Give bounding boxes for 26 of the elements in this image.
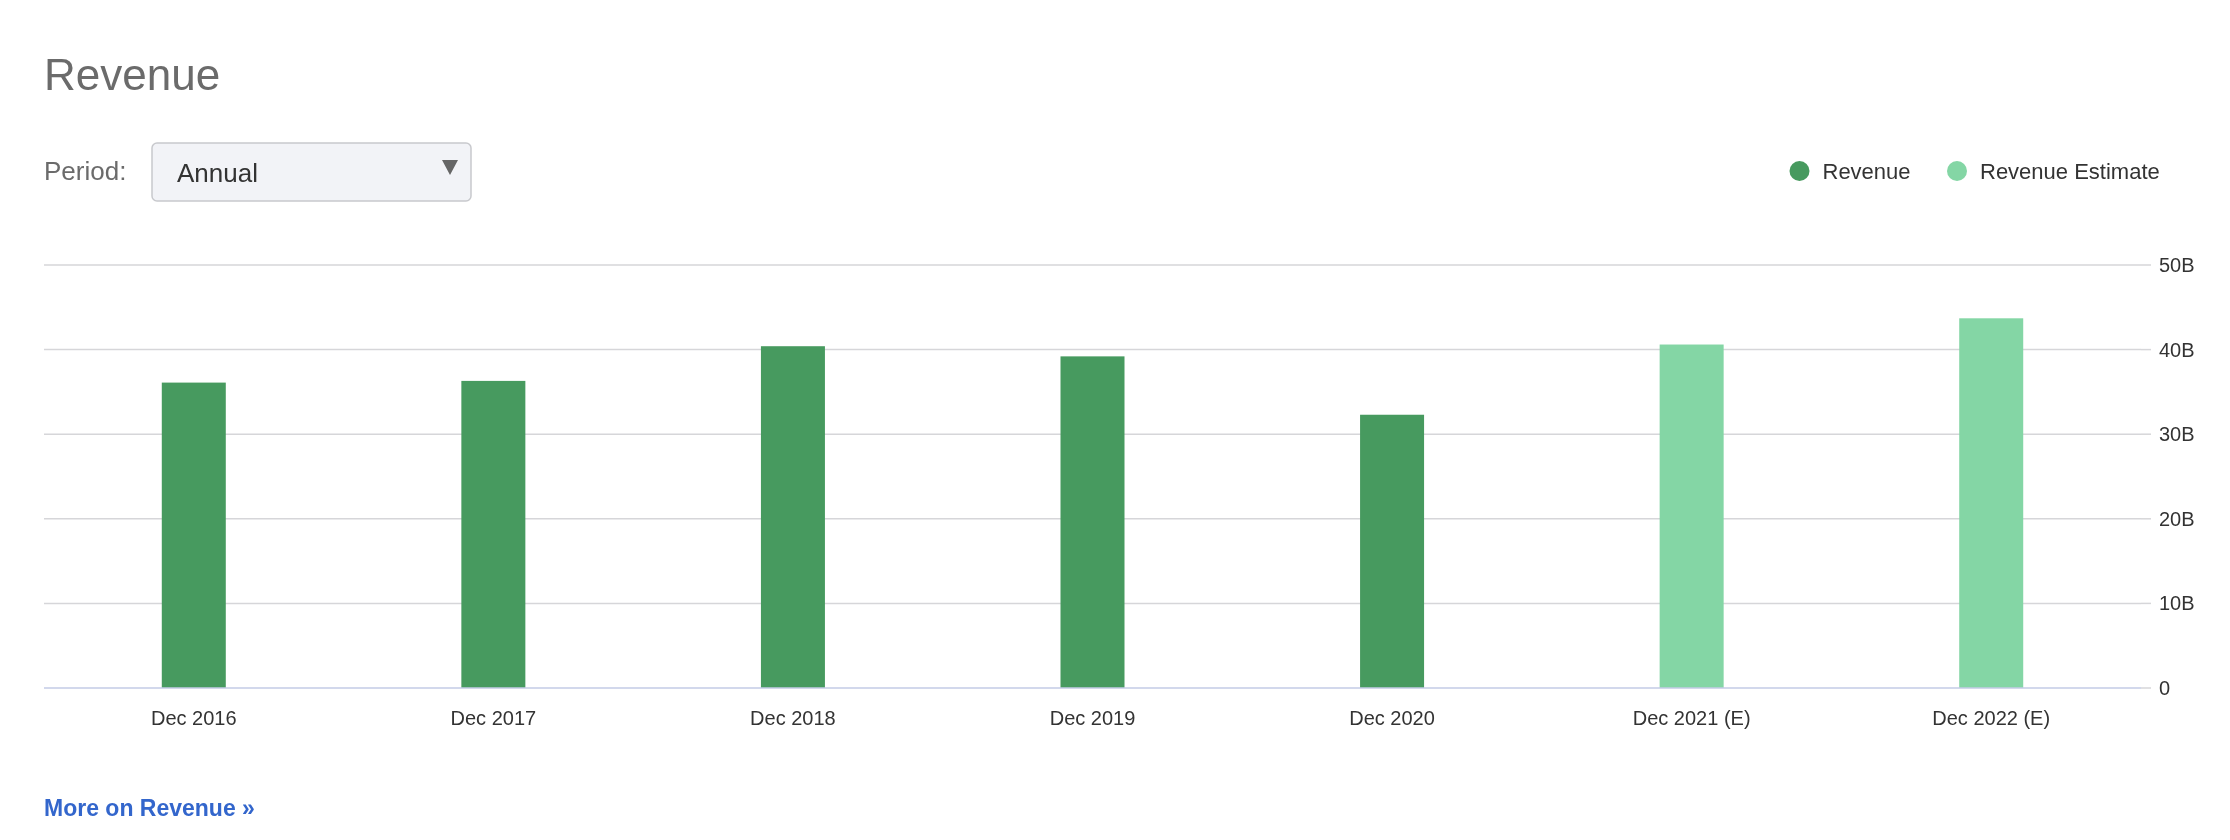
y-tick-label: 10B <box>2159 592 2195 615</box>
y-tick-label: 30B <box>2159 423 2195 446</box>
bar <box>1060 356 1125 688</box>
x-tick-label: Dec 2020 <box>1349 707 1435 729</box>
legend-label: Revenue <box>1822 159 1911 184</box>
x-tick-label: Dec 2021 (E) <box>1632 707 1751 729</box>
bar <box>1659 344 1724 688</box>
chart-title: Revenue <box>44 50 221 99</box>
x-tick-label: Dec 2016 <box>150 707 237 729</box>
y-tick-label: 20B <box>2159 507 2195 530</box>
x-tick-label: Dec 2018 <box>750 707 836 729</box>
x-tick-label: Dec 2017 <box>450 707 537 729</box>
text: More on Revenue » <box>44 795 255 821</box>
bar <box>1959 318 2024 688</box>
y-tick-label: 50B <box>2159 254 2195 276</box>
y-tick-label: 40B <box>2159 338 2195 361</box>
x-tick-label: Dec 2022 (E) <box>1932 707 2051 729</box>
x-tick-label: Dec 2019 <box>1049 707 1136 729</box>
bar <box>461 380 526 688</box>
bar <box>161 382 226 688</box>
bar <box>760 346 825 688</box>
legend-label: Revenue Estimate <box>1980 159 2160 184</box>
y-tick-label: 0 <box>2159 677 2171 699</box>
text: Period: <box>44 156 127 186</box>
bar <box>1360 414 1425 688</box>
text: Annual <box>177 158 258 188</box>
